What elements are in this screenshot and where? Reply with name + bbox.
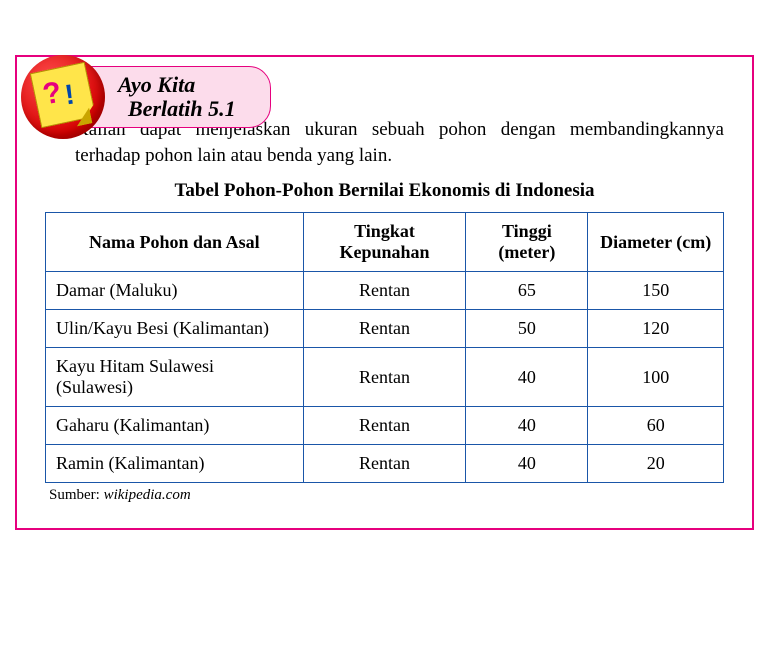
cell-status: Rentan — [303, 407, 466, 445]
cell-name: Ramin (Kalimantan) — [46, 445, 304, 483]
cell-name: Gaharu (Kalimantan) — [46, 407, 304, 445]
th-status: Tingkat Kepunahan — [303, 213, 466, 272]
table-row: Ramin (Kalimantan) Rentan 40 20 — [46, 445, 724, 483]
cell-name: Kayu Hitam Sulawesi (Sulawesi) — [46, 348, 304, 407]
cell-diameter: 120 — [588, 310, 724, 348]
cell-status: Rentan — [303, 310, 466, 348]
cell-diameter: 20 — [588, 445, 724, 483]
title-line1: Ayo Kita — [118, 73, 236, 97]
source-label: Sumber: — [49, 487, 104, 503]
cell-diameter: 60 — [588, 407, 724, 445]
cell-name: Ulin/Kayu Besi (Kalimantan) — [46, 310, 304, 348]
th-name: Nama Pohon dan Asal — [46, 213, 304, 272]
tree-table: Nama Pohon dan Asal Tingkat Kepunahan Ti… — [45, 212, 724, 483]
cell-name: Damar (Maluku) — [46, 272, 304, 310]
th-height: Tinggi (meter) — [466, 213, 588, 272]
cell-height: 40 — [466, 407, 588, 445]
header-badge: ? ! Ayo Kita Berlatih 5.1 — [21, 55, 271, 139]
table-row: Damar (Maluku) Rentan 65 150 — [46, 272, 724, 310]
source-value: wikipedia.com — [104, 487, 191, 503]
page-wrap: ? ! Ayo Kita Berlatih 5.1 1. Kalian dapa… — [15, 55, 754, 530]
cell-height: 40 — [466, 348, 588, 407]
source-line: Sumber: wikipedia.com — [45, 487, 724, 504]
table-header-row: Nama Pohon dan Asal Tingkat Kepunahan Ti… — [46, 213, 724, 272]
table-body: Damar (Maluku) Rentan 65 150 Ulin/Kayu B… — [46, 272, 724, 483]
cell-diameter: 150 — [588, 272, 724, 310]
exercise-icon: ? ! — [21, 55, 105, 139]
table-row: Gaharu (Kalimantan) Rentan 40 60 — [46, 407, 724, 445]
title-line2: Berlatih 5.1 — [118, 97, 236, 121]
cell-status: Rentan — [303, 272, 466, 310]
cell-diameter: 100 — [588, 348, 724, 407]
cell-height: 50 — [466, 310, 588, 348]
table-title: Tabel Pohon-Pohon Bernilai Ekonomis di I… — [45, 180, 724, 202]
cell-height: 40 — [466, 445, 588, 483]
th-diameter: Diameter (cm) — [588, 213, 724, 272]
table-row: Ulin/Kayu Besi (Kalimantan) Rentan 50 12… — [46, 310, 724, 348]
cell-status: Rentan — [303, 348, 466, 407]
cell-status: Rentan — [303, 445, 466, 483]
table-row: Kayu Hitam Sulawesi (Sulawesi) Rentan 40… — [46, 348, 724, 407]
cell-height: 65 — [466, 272, 588, 310]
